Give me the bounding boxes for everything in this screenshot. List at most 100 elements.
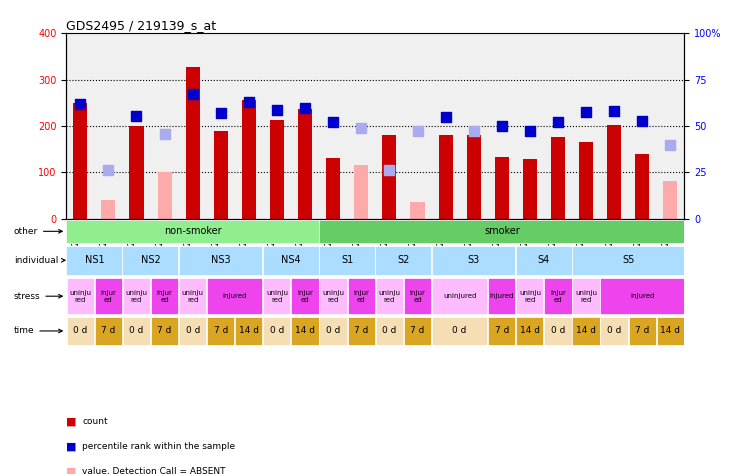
FancyBboxPatch shape bbox=[207, 278, 263, 314]
Text: 7 d: 7 d bbox=[635, 327, 649, 336]
Text: injured: injured bbox=[489, 293, 514, 299]
FancyBboxPatch shape bbox=[319, 246, 375, 275]
Bar bbox=[523, 159, 537, 219]
Bar bbox=[242, 100, 256, 219]
Text: 14 d: 14 d bbox=[660, 327, 680, 336]
FancyBboxPatch shape bbox=[95, 318, 122, 345]
FancyBboxPatch shape bbox=[319, 220, 684, 243]
Point bbox=[300, 104, 311, 112]
Point bbox=[609, 107, 620, 115]
FancyBboxPatch shape bbox=[629, 318, 656, 345]
Point bbox=[524, 127, 536, 134]
Text: 7 d: 7 d bbox=[158, 327, 171, 336]
Text: 0 d: 0 d bbox=[270, 327, 284, 336]
Text: injur
ed: injur ed bbox=[100, 290, 116, 303]
Text: 0 d: 0 d bbox=[382, 327, 397, 336]
Bar bbox=[663, 182, 677, 219]
Text: other: other bbox=[14, 227, 63, 236]
Text: value, Detection Call = ABSENT: value, Detection Call = ABSENT bbox=[82, 467, 226, 474]
Point bbox=[130, 112, 142, 119]
FancyBboxPatch shape bbox=[347, 278, 375, 314]
Point bbox=[102, 166, 114, 173]
Point bbox=[74, 100, 86, 108]
Bar bbox=[185, 66, 199, 219]
Bar bbox=[213, 131, 228, 219]
Text: injur
ed: injur ed bbox=[297, 290, 313, 303]
Text: ■: ■ bbox=[66, 466, 77, 474]
Text: S3: S3 bbox=[467, 255, 480, 265]
FancyBboxPatch shape bbox=[375, 278, 403, 314]
Text: injur
ed: injur ed bbox=[550, 290, 566, 303]
FancyBboxPatch shape bbox=[516, 246, 572, 275]
Text: uninju
red: uninju red bbox=[69, 290, 91, 303]
Bar bbox=[467, 135, 481, 219]
FancyBboxPatch shape bbox=[319, 278, 347, 314]
Bar bbox=[130, 126, 144, 219]
Text: 14 d: 14 d bbox=[576, 327, 596, 336]
Text: NS4: NS4 bbox=[281, 255, 301, 265]
FancyBboxPatch shape bbox=[263, 318, 291, 345]
Point bbox=[468, 127, 480, 134]
Text: 7 d: 7 d bbox=[495, 327, 509, 336]
Text: percentile rank within the sample: percentile rank within the sample bbox=[82, 442, 236, 451]
FancyBboxPatch shape bbox=[151, 278, 178, 314]
FancyBboxPatch shape bbox=[122, 246, 178, 275]
Text: 0 d: 0 d bbox=[453, 327, 467, 336]
Bar bbox=[411, 202, 425, 219]
Text: uninju
red: uninju red bbox=[126, 290, 147, 303]
Bar bbox=[439, 135, 453, 219]
Text: 0 d: 0 d bbox=[326, 327, 340, 336]
FancyBboxPatch shape bbox=[516, 318, 543, 345]
FancyBboxPatch shape bbox=[151, 318, 178, 345]
FancyBboxPatch shape bbox=[95, 278, 122, 314]
Text: uninju
red: uninju red bbox=[266, 290, 288, 303]
Text: S4: S4 bbox=[538, 255, 550, 265]
Text: S1: S1 bbox=[341, 255, 353, 265]
Text: ■: ■ bbox=[66, 441, 77, 452]
Text: S5: S5 bbox=[622, 255, 634, 265]
FancyBboxPatch shape bbox=[657, 318, 684, 345]
Text: 0 d: 0 d bbox=[130, 327, 144, 336]
Text: injured: injured bbox=[630, 293, 654, 299]
Point bbox=[159, 130, 171, 138]
Point bbox=[271, 106, 283, 114]
FancyBboxPatch shape bbox=[123, 318, 150, 345]
FancyBboxPatch shape bbox=[179, 246, 263, 275]
FancyBboxPatch shape bbox=[66, 220, 319, 243]
Text: NS2: NS2 bbox=[141, 255, 160, 265]
Bar bbox=[383, 135, 397, 219]
Point bbox=[580, 108, 592, 116]
FancyBboxPatch shape bbox=[347, 318, 375, 345]
Text: 7 d: 7 d bbox=[354, 327, 369, 336]
Point bbox=[383, 166, 395, 173]
Text: non-smoker: non-smoker bbox=[164, 226, 222, 237]
Point bbox=[665, 142, 676, 149]
FancyBboxPatch shape bbox=[573, 278, 600, 314]
FancyBboxPatch shape bbox=[601, 278, 684, 314]
FancyBboxPatch shape bbox=[291, 278, 319, 314]
Text: 0 d: 0 d bbox=[607, 327, 621, 336]
FancyBboxPatch shape bbox=[544, 318, 572, 345]
Point bbox=[243, 98, 255, 106]
Point bbox=[328, 118, 339, 126]
Text: 0 d: 0 d bbox=[73, 327, 88, 336]
FancyBboxPatch shape bbox=[488, 278, 515, 314]
Text: uninju
red: uninju red bbox=[575, 290, 597, 303]
FancyBboxPatch shape bbox=[431, 246, 515, 275]
FancyBboxPatch shape bbox=[404, 318, 431, 345]
Text: uninju
red: uninju red bbox=[182, 290, 204, 303]
Point bbox=[552, 118, 564, 126]
Bar bbox=[326, 158, 340, 219]
Text: uninju
red: uninju red bbox=[378, 290, 400, 303]
Bar bbox=[579, 142, 593, 219]
Bar bbox=[270, 120, 284, 219]
Text: 7 d: 7 d bbox=[411, 327, 425, 336]
FancyBboxPatch shape bbox=[432, 318, 487, 345]
FancyBboxPatch shape bbox=[404, 278, 431, 314]
Bar bbox=[354, 165, 368, 219]
FancyBboxPatch shape bbox=[601, 318, 628, 345]
Text: 14 d: 14 d bbox=[295, 327, 315, 336]
FancyBboxPatch shape bbox=[207, 318, 234, 345]
FancyBboxPatch shape bbox=[66, 318, 93, 345]
Text: injured: injured bbox=[223, 293, 247, 299]
